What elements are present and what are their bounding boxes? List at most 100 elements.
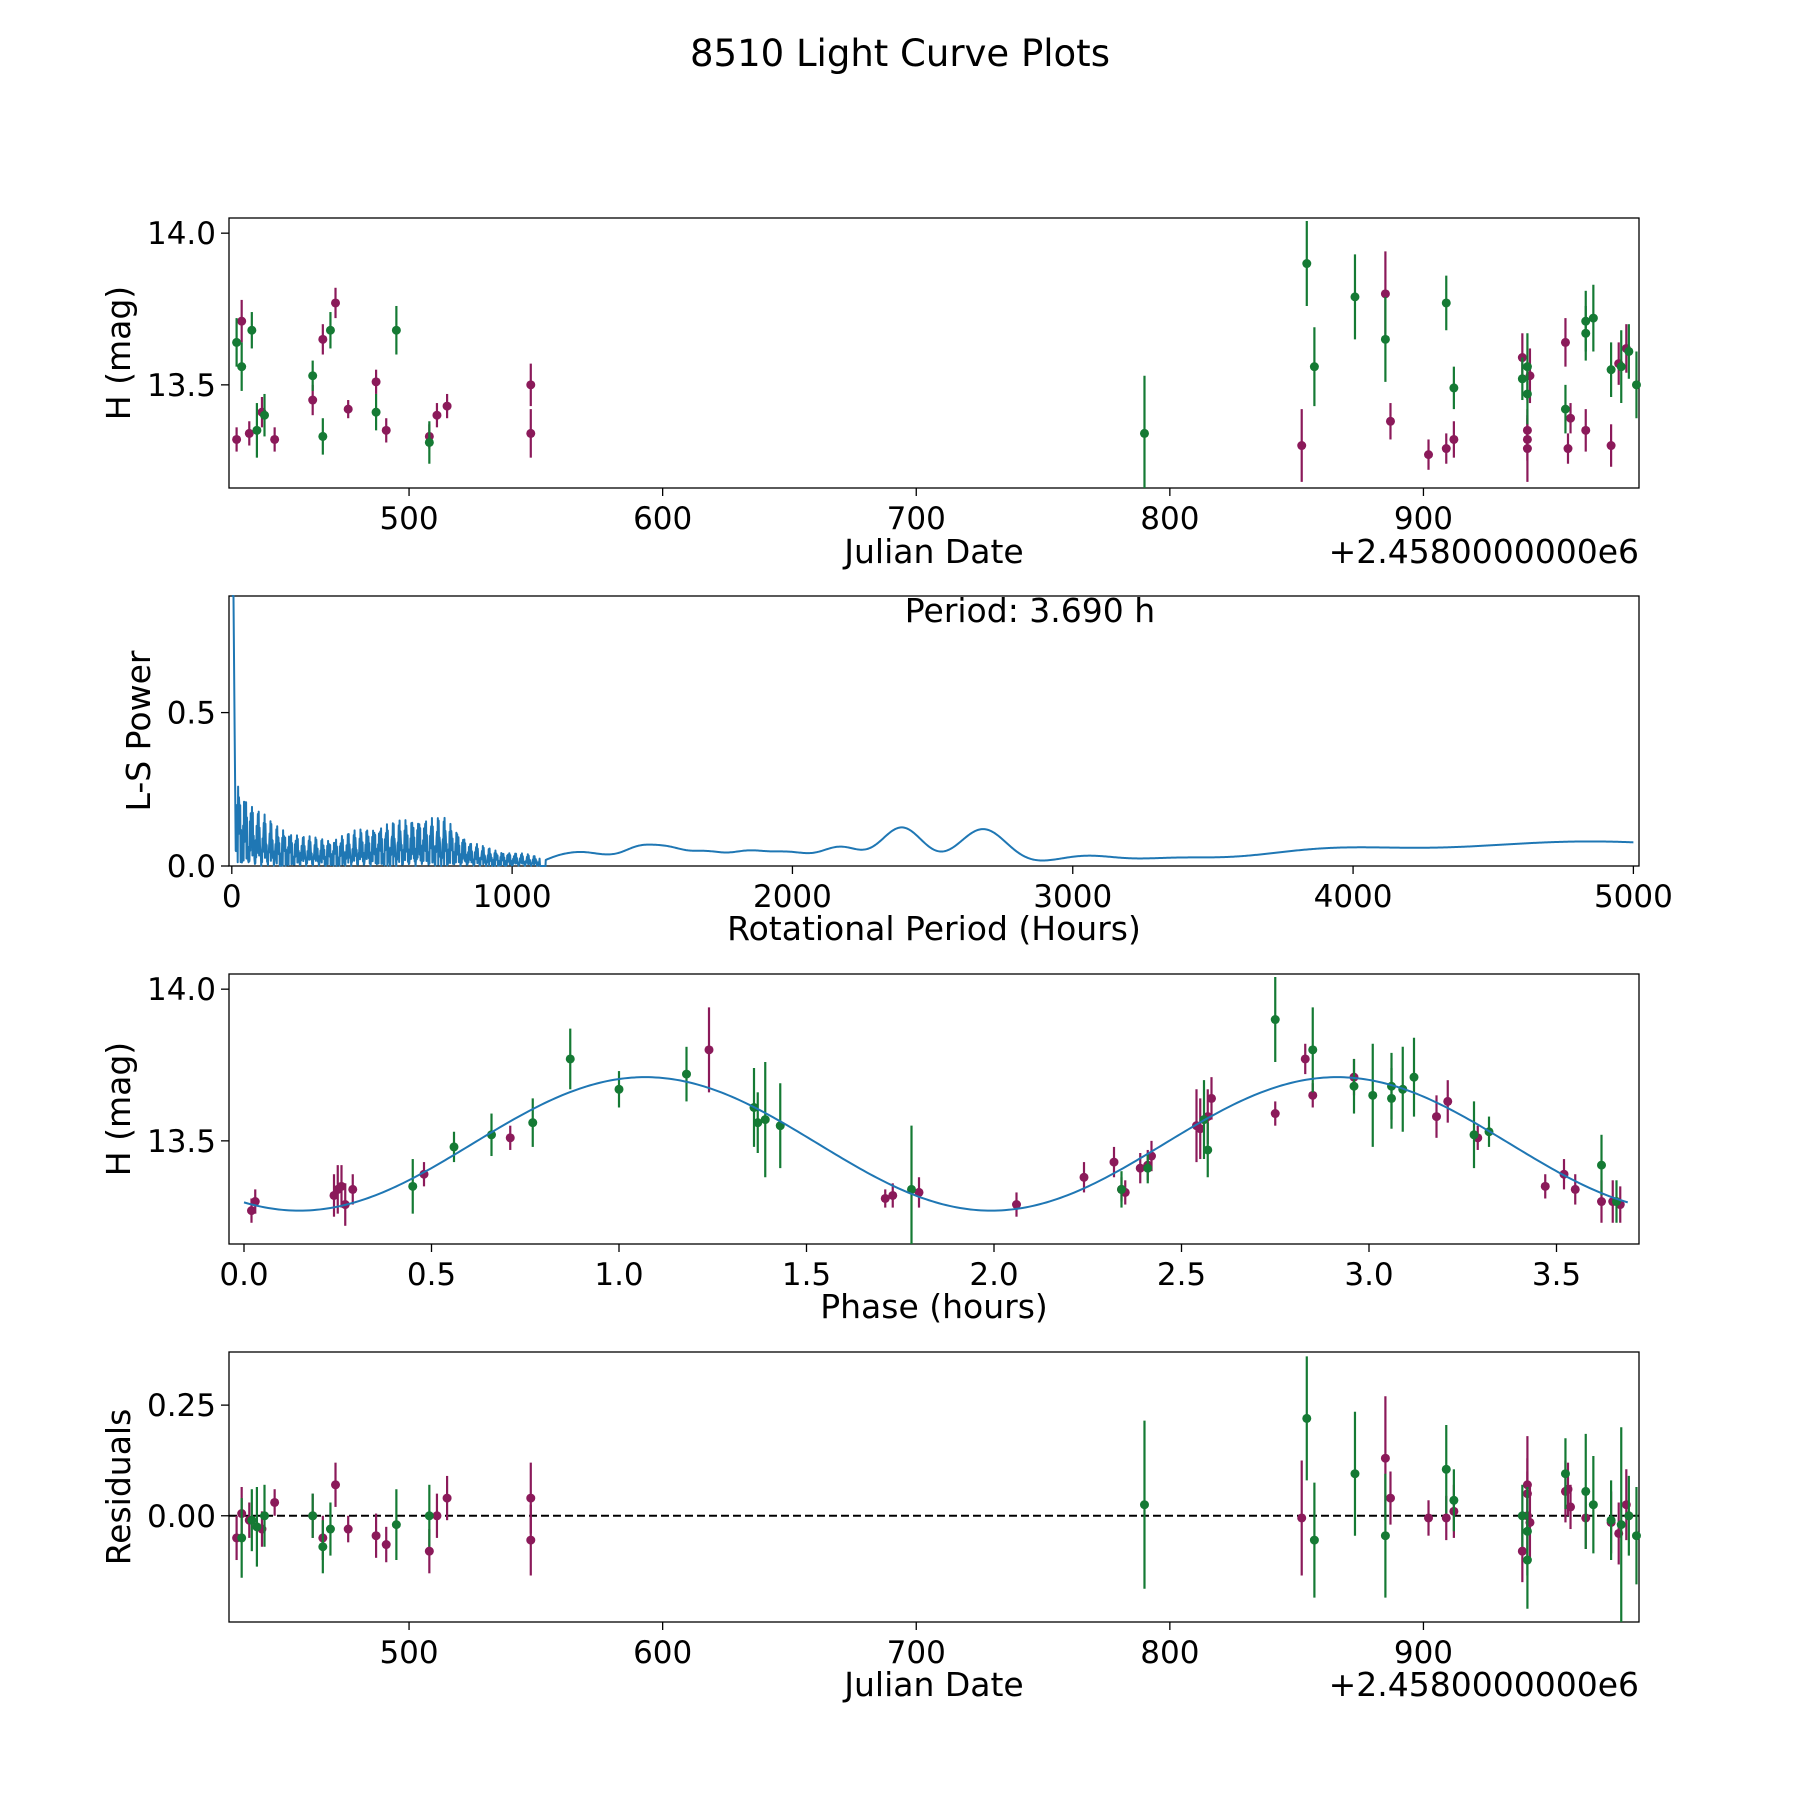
y-tick-label: 0.00 xyxy=(147,1499,216,1535)
x-tick-label: 0.5 xyxy=(407,1257,456,1293)
green-data-point xyxy=(391,1520,401,1530)
green-data-point xyxy=(325,1524,335,1534)
red-data-point xyxy=(505,1133,515,1143)
red-data-point xyxy=(1380,1453,1390,1463)
red-data-point xyxy=(1606,441,1616,451)
green-data-point xyxy=(1560,404,1570,414)
red-data-point xyxy=(1560,337,1570,347)
green-data-point xyxy=(1581,316,1591,326)
green-data-point xyxy=(1309,1535,1319,1545)
red-data-point xyxy=(331,1480,341,1490)
y-tick-label: 0.0 xyxy=(167,849,216,885)
green-data-point xyxy=(1616,362,1626,372)
green-data-point xyxy=(1449,1495,1459,1505)
green-data-point xyxy=(1469,1130,1479,1140)
red-data-point xyxy=(318,334,328,344)
red-data-point xyxy=(371,377,381,387)
red-data-point xyxy=(1308,1090,1318,1100)
phase-frame xyxy=(228,973,1640,1245)
x-tick-label: 1.5 xyxy=(782,1257,831,1293)
red-data-point xyxy=(880,1193,890,1203)
green-data-point xyxy=(1588,1500,1598,1510)
green-data-point xyxy=(1380,334,1390,344)
green-data-point xyxy=(424,437,434,447)
residuals-ticks: 500 600 700 800 900 0.00 0.25 xyxy=(147,1388,1453,1671)
green-data-point xyxy=(1449,383,1459,393)
red-data-point xyxy=(1297,441,1307,451)
green-data-point xyxy=(1117,1184,1126,1194)
x-tick-label: 900 xyxy=(1394,501,1453,537)
red-data-point xyxy=(1385,416,1395,426)
y-tick-label: 14.0 xyxy=(147,216,216,252)
periodogram-line xyxy=(231,595,1634,867)
red-data-point xyxy=(424,1546,434,1556)
red-data-point xyxy=(1207,1093,1216,1103)
red-data-point xyxy=(1441,444,1451,454)
green-data-point xyxy=(1143,1163,1153,1173)
green-data-point xyxy=(907,1184,916,1194)
green-data-point xyxy=(371,407,381,417)
light-curve-panel: 500 600 700 800 900 13.5 14.0 Julian Date H (m… xyxy=(99,216,1641,571)
red-data-point xyxy=(442,401,452,411)
x-tick-label: 1.0 xyxy=(594,1257,643,1293)
green-data-point xyxy=(408,1181,418,1191)
green-data-point xyxy=(247,325,257,335)
green-data-point xyxy=(325,325,335,335)
red-data-point xyxy=(237,316,247,326)
red-data-point xyxy=(308,395,318,405)
green-data-point xyxy=(318,1542,328,1552)
green-data-point xyxy=(1631,380,1641,390)
model-fit-curve xyxy=(243,1076,1629,1212)
green-data-point xyxy=(1380,1531,1390,1541)
red-data-point xyxy=(1109,1157,1119,1167)
x-tick-label: 600 xyxy=(633,1635,692,1671)
phase-points xyxy=(243,977,1629,1244)
periodogram-curve xyxy=(231,595,1634,867)
x-tick-label: 0 xyxy=(222,879,242,915)
red-data-point xyxy=(1012,1200,1021,1210)
green-data-point xyxy=(1441,1464,1451,1474)
red-data-point xyxy=(1566,413,1576,423)
x-tick-label: 2.5 xyxy=(1157,1257,1206,1293)
red-data-point xyxy=(337,1181,346,1191)
red-data-point xyxy=(1300,1054,1310,1064)
red-data-point xyxy=(348,1184,358,1194)
red-data-point xyxy=(270,434,280,444)
red-data-point xyxy=(432,410,442,420)
red-data-point xyxy=(1385,1493,1395,1503)
red-data-point xyxy=(371,1531,381,1541)
green-data-point xyxy=(391,325,401,335)
green-data-point xyxy=(565,1054,575,1064)
green-data-point xyxy=(528,1118,538,1128)
green-data-point xyxy=(1606,1515,1616,1525)
green-data-point xyxy=(308,1511,318,1521)
green-data-point xyxy=(1606,365,1616,375)
x-tick-label: 500 xyxy=(379,501,438,537)
red-data-point xyxy=(244,428,254,438)
green-data-point xyxy=(1616,1520,1626,1530)
red-data-point xyxy=(1522,444,1532,454)
residuals-frame xyxy=(228,1351,1640,1623)
x-tick-label: 1000 xyxy=(473,879,552,915)
green-data-point xyxy=(1203,1145,1213,1155)
light-curve-x-offset: +2.4580000000e6 xyxy=(1329,532,1639,571)
x-tick-label: 800 xyxy=(1140,501,1199,537)
green-data-point xyxy=(308,371,318,381)
red-data-point xyxy=(1079,1172,1089,1182)
x-tick-label: 2000 xyxy=(753,879,832,915)
x-tick-label: 5000 xyxy=(1594,879,1673,915)
red-data-point xyxy=(1563,444,1573,454)
green-data-point xyxy=(1588,313,1598,323)
red-data-point xyxy=(1570,1184,1580,1194)
green-data-point xyxy=(1139,1500,1149,1510)
green-data-point xyxy=(449,1142,459,1152)
green-data-point xyxy=(1302,259,1312,269)
green-data-point xyxy=(237,362,247,372)
y-tick-label: 13.5 xyxy=(147,368,216,404)
red-data-point xyxy=(526,1535,536,1545)
residuals-x-offset: +2.4580000000e6 xyxy=(1329,1665,1639,1704)
green-data-point xyxy=(232,337,242,347)
green-data-point xyxy=(1522,1555,1532,1565)
green-data-point xyxy=(1349,1081,1359,1091)
